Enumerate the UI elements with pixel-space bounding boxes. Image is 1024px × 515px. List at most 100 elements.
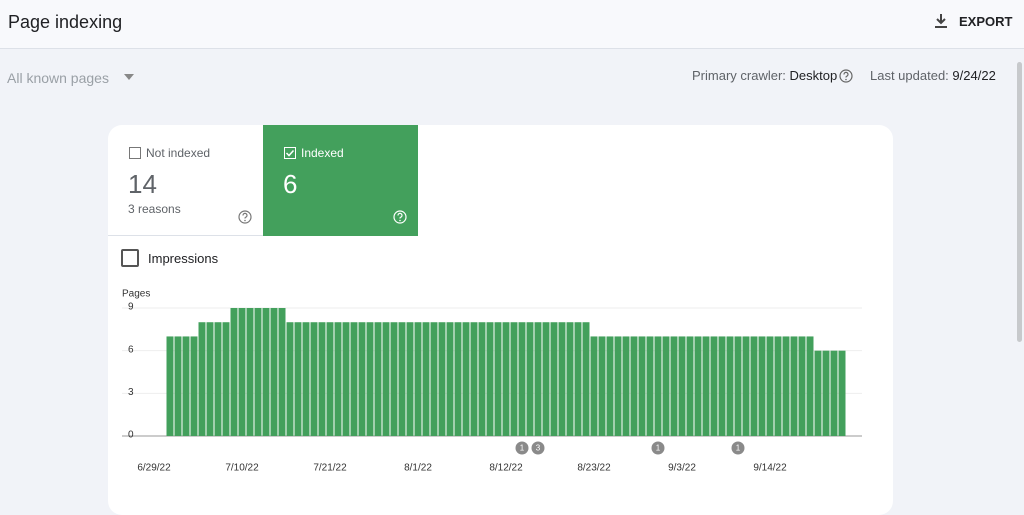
annotation-marker — [531, 441, 545, 455]
bar — [558, 322, 566, 436]
bar — [502, 322, 510, 436]
bar — [366, 322, 374, 436]
bar — [278, 308, 286, 436]
tab-label[interactable]: Not indexed — [146, 146, 211, 160]
bar — [198, 322, 206, 436]
bar — [254, 308, 262, 436]
tab-divider — [108, 235, 263, 236]
bar — [838, 350, 846, 436]
bar — [166, 336, 174, 436]
bar — [302, 322, 310, 436]
bar — [518, 322, 526, 436]
updated-value: 9/24/22 — [952, 68, 996, 83]
help-icon[interactable] — [393, 210, 407, 224]
bar — [462, 322, 470, 436]
bar — [486, 322, 494, 436]
x-tick-label: 7/10/22 — [225, 463, 259, 474]
bar — [494, 322, 502, 436]
bar — [726, 336, 734, 436]
bar — [742, 336, 750, 436]
bar — [270, 308, 278, 436]
bar — [526, 322, 534, 436]
bar — [606, 336, 614, 436]
impressions-toggle[interactable]: Impressions — [148, 251, 219, 266]
bar — [382, 322, 390, 436]
updated-info: Last updated: 9/24/22 — [870, 68, 996, 83]
annotation-marker — [515, 441, 529, 455]
bar — [686, 336, 694, 436]
bar — [830, 350, 838, 436]
bar — [174, 336, 182, 436]
bar — [550, 322, 558, 436]
scrollbar[interactable] — [1017, 62, 1022, 342]
crawler-label: Primary crawler: — [692, 68, 786, 83]
header — [0, 0, 1024, 49]
checkbox[interactable] — [121, 249, 139, 267]
annotation-marker — [651, 441, 665, 455]
checkbox[interactable] — [129, 147, 141, 159]
help-icon[interactable] — [238, 210, 252, 224]
checkbox[interactable] — [284, 147, 296, 159]
tab-value: 6 — [283, 169, 298, 199]
bar — [534, 322, 542, 436]
bar — [214, 322, 222, 436]
filter-dropdown[interactable]: All known pages — [7, 70, 109, 86]
x-tick-label: 7/21/22 — [313, 463, 347, 474]
bar — [510, 322, 518, 436]
tab-selected[interactable]: Indexed 6 — [263, 125, 418, 236]
export-button[interactable]: EXPORT — [959, 14, 1013, 29]
crawler-info: Primary crawler: Desktop — [692, 68, 837, 83]
bar — [750, 336, 758, 436]
bar — [238, 308, 246, 436]
bar — [638, 336, 646, 436]
tab-label[interactable]: Indexed — [301, 146, 344, 160]
bar — [758, 336, 766, 436]
bar — [582, 322, 590, 436]
y-axis-label: Pages — [122, 289, 150, 300]
annotation-count: 1 — [520, 444, 525, 453]
bar — [790, 336, 798, 436]
bar — [310, 322, 318, 436]
bar — [718, 336, 726, 436]
bar — [766, 336, 774, 436]
bar — [262, 308, 270, 436]
bar — [670, 336, 678, 436]
dropdown-arrow[interactable] — [123, 73, 135, 81]
x-tick-label: 6/29/22 — [137, 463, 171, 474]
bar — [422, 322, 430, 436]
chart: Pages 0 3 6 9 6/29/22 7/10/22 7/21/22 8/1/22 8/1… — [122, 289, 862, 474]
bar — [646, 336, 654, 436]
bar — [542, 322, 550, 436]
bar — [734, 336, 742, 436]
bar — [694, 336, 702, 436]
x-tick-label: 9/14/22 — [753, 463, 787, 474]
bar — [806, 336, 814, 436]
download-icon[interactable] — [934, 13, 948, 29]
bar — [350, 322, 358, 436]
bar — [358, 322, 366, 436]
bar — [446, 322, 454, 436]
bar — [614, 336, 622, 436]
y-tick-label: 9 — [128, 302, 134, 313]
bar — [182, 336, 190, 436]
bar — [342, 322, 350, 436]
y-tick-label: 6 — [128, 344, 134, 355]
bar — [774, 336, 782, 436]
x-tick-label: 8/23/22 — [577, 463, 611, 474]
bar — [470, 322, 478, 436]
x-tick-label: 8/1/22 — [404, 463, 432, 474]
bar — [190, 336, 198, 436]
bar — [630, 336, 638, 436]
bar — [590, 336, 598, 436]
bar — [598, 336, 606, 436]
bar — [566, 322, 574, 436]
bar — [334, 322, 342, 436]
annotation-count: 1 — [656, 444, 661, 453]
bar — [654, 336, 662, 436]
bar — [286, 322, 294, 436]
bar — [454, 322, 462, 436]
bar — [222, 322, 230, 436]
help-icon[interactable] — [839, 69, 853, 83]
